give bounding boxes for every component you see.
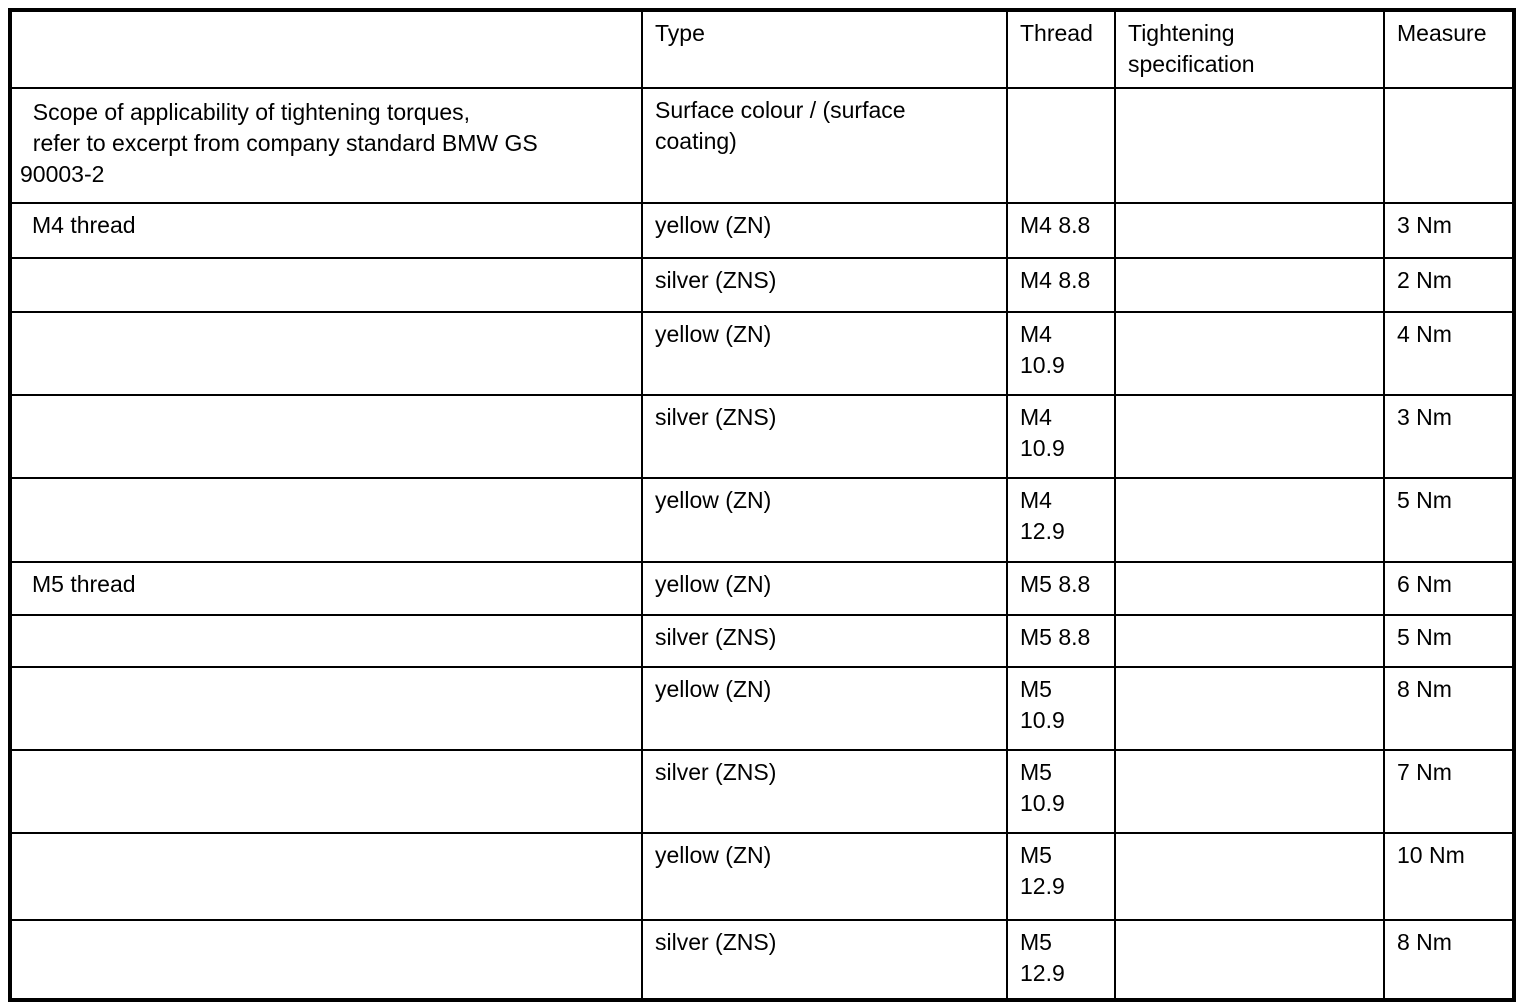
header-cell-empty: [9, 9, 643, 89]
cell-scope: [9, 257, 643, 313]
cell-thread: M4 12.9: [1006, 477, 1116, 563]
table-row: silver (ZNS) M4 10.9 3 Nm: [9, 394, 1515, 479]
cell-scope: [9, 311, 643, 396]
cell-scope: [9, 749, 643, 834]
cell-type: yellow (ZN): [641, 561, 1008, 616]
header-cell-measure: Measure: [1383, 9, 1515, 89]
cell-tightening: [1114, 749, 1385, 834]
cell-tightening: [1114, 257, 1385, 313]
cell-type: yellow (ZN): [641, 832, 1008, 921]
cell-scope: M5 thread: [9, 561, 643, 616]
cell-measure: 5 Nm: [1383, 614, 1515, 668]
cell-thread: M5 12.9: [1006, 919, 1116, 1001]
cell-tightening: [1114, 477, 1385, 563]
table-row: yellow (ZN) M5 12.9 10 Nm: [9, 832, 1515, 921]
cell-type: yellow (ZN): [641, 202, 1008, 259]
cell-scope: [9, 919, 643, 1001]
cell-measure: 2 Nm: [1383, 257, 1515, 313]
table-subheader-row: Scope of applicability of tightening tor…: [9, 87, 1515, 204]
cell-thread: M4 8.8: [1006, 202, 1116, 259]
cell-tightening: [1114, 666, 1385, 751]
cell-measure: 8 Nm: [1383, 666, 1515, 751]
cell-thread: M5 8.8: [1006, 561, 1116, 616]
cell-scope: [9, 666, 643, 751]
cell-scope: [9, 832, 643, 921]
header-cell-type: Type: [641, 9, 1008, 89]
table-row: silver (ZNS) M4 8.8 2 Nm: [9, 257, 1515, 313]
cell-scope: [9, 477, 643, 563]
cell-thread: M5 8.8: [1006, 614, 1116, 668]
cell-scope: [9, 394, 643, 479]
header-cell-thread: Thread: [1006, 9, 1116, 89]
cell-thread: M5 12.9: [1006, 832, 1116, 921]
table-row: silver (ZNS) M5 10.9 7 Nm: [9, 749, 1515, 834]
cell-tightening: [1114, 614, 1385, 668]
cell-measure: 4 Nm: [1383, 311, 1515, 396]
cell-scope: [9, 614, 643, 668]
cell-thread: [1006, 87, 1116, 204]
cell-thread: M5 10.9: [1006, 666, 1116, 751]
cell-type: yellow (ZN): [641, 666, 1008, 751]
cell-measure: 7 Nm: [1383, 749, 1515, 834]
cell-scope-description: Scope of applicability of tightening tor…: [9, 87, 643, 204]
cell-thread: M4 8.8: [1006, 257, 1116, 313]
cell-tightening: [1114, 87, 1385, 204]
cell-type: silver (ZNS): [641, 749, 1008, 834]
cell-tightening: [1114, 832, 1385, 921]
cell-type: yellow (ZN): [641, 311, 1008, 396]
table-row: M5 thread yellow (ZN) M5 8.8 6 Nm: [9, 561, 1515, 616]
cell-tightening: [1114, 394, 1385, 479]
cell-measure: 8 Nm: [1383, 919, 1515, 1001]
header-cell-tightening-specification: Tightening specification: [1114, 9, 1385, 89]
cell-measure: 6 Nm: [1383, 561, 1515, 616]
torque-spec-table: Type Thread Tightening specification Mea…: [8, 8, 1516, 1002]
table-row: yellow (ZN) M4 12.9 5 Nm: [9, 477, 1515, 563]
cell-measure: 3 Nm: [1383, 202, 1515, 259]
table-row: silver (ZNS) M5 8.8 5 Nm: [9, 614, 1515, 668]
cell-scope: M4 thread: [9, 202, 643, 259]
cell-thread: M4 10.9: [1006, 394, 1116, 479]
cell-tightening: [1114, 311, 1385, 396]
cell-tightening: [1114, 561, 1385, 616]
table-header-row: Type Thread Tightening specification Mea…: [9, 9, 1515, 89]
cell-type: silver (ZNS): [641, 919, 1008, 1001]
table-row: yellow (ZN) M5 10.9 8 Nm: [9, 666, 1515, 751]
table-row: silver (ZNS) M5 12.9 8 Nm: [9, 919, 1515, 1001]
cell-type: silver (ZNS): [641, 614, 1008, 668]
cell-type: silver (ZNS): [641, 257, 1008, 313]
cell-surface-colour: Surface colour / (surface coating): [641, 87, 1008, 204]
cell-measure: 3 Nm: [1383, 394, 1515, 479]
table-row: M4 thread yellow (ZN) M4 8.8 3 Nm: [9, 202, 1515, 259]
cell-thread: M5 10.9: [1006, 749, 1116, 834]
cell-thread: M4 10.9: [1006, 311, 1116, 396]
cell-measure: [1383, 87, 1515, 204]
cell-type: silver (ZNS): [641, 394, 1008, 479]
cell-type: yellow (ZN): [641, 477, 1008, 563]
table-row: yellow (ZN) M4 10.9 4 Nm: [9, 311, 1515, 396]
cell-tightening: [1114, 202, 1385, 259]
cell-tightening: [1114, 919, 1385, 1001]
cell-measure: 10 Nm: [1383, 832, 1515, 921]
cell-measure: 5 Nm: [1383, 477, 1515, 563]
